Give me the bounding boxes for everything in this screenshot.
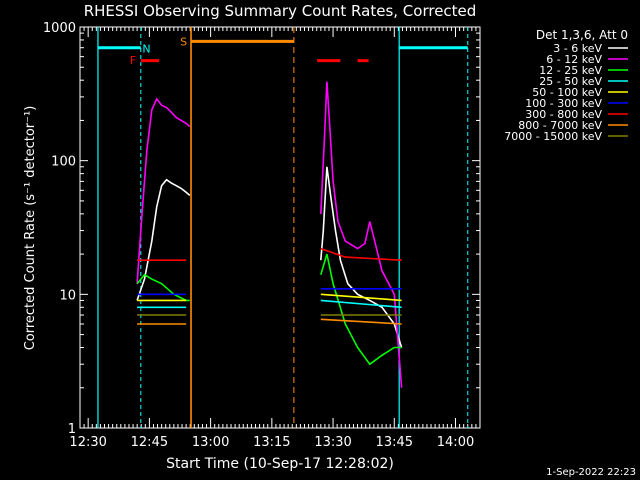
flag-label-s: S [180,35,187,48]
legend-label: 300 - 800 keV [525,108,602,121]
series-line [320,253,402,366]
legend-title: Det 1,3,6, Att 0 [536,28,628,42]
y-tick-label: 10 [59,288,76,303]
series-line [320,318,402,325]
y-axis-label: Corrected Count Rate (s⁻¹ detector⁻¹) [23,106,38,351]
flag-label-f: F [130,54,136,67]
legend-label: 25 - 50 keV [539,75,602,88]
legend-label: 7000 - 15000 keV [504,130,602,143]
legend-label: 800 - 7000 keV [518,119,602,132]
flag-label-n: N [142,43,150,56]
x-tick-label: 13:00 [192,435,229,450]
x-tick-label: 13:45 [376,435,413,450]
y-tick-label: 1000 [43,21,76,36]
x-tick-label: 13:15 [253,435,290,450]
x-tick-label: 12:45 [131,435,168,450]
legend-label: 100 - 300 keV [525,97,602,110]
series-line [136,97,191,284]
series-line [320,166,403,348]
y-tick-label: 1 [68,422,76,437]
legend-label: 12 - 25 keV [539,64,602,77]
footer-date: 1-Sep-2022 22:23 [546,467,636,478]
legend-label: 50 - 100 keV [532,86,602,99]
x-tick-label: 14:00 [437,435,474,450]
series-line [320,293,402,302]
legend-label: 6 - 12 keV [546,53,602,66]
x-axis-label: Start Time (10-Sep-17 12:28:02) [166,456,394,472]
y-tick-label: 100 [51,155,76,170]
series-line [136,178,191,301]
series-line [320,299,402,309]
x-tick-label: 13:30 [314,435,351,450]
legend-label: 3 - 6 keV [553,42,602,55]
x-tick-label: 12:30 [69,435,106,450]
series-line [320,247,402,261]
series-line [320,81,403,388]
chart-title: RHESSI Observing Summary Count Rates, Co… [84,2,477,20]
